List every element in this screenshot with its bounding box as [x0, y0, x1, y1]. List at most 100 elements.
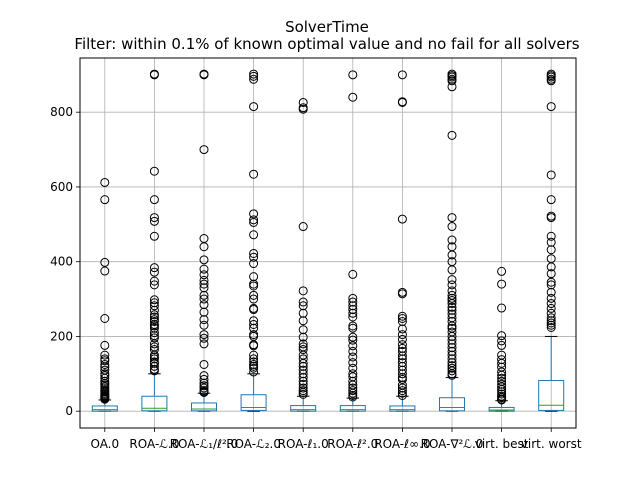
outlier-point: [100, 394, 110, 404]
outlier-point: [447, 331, 457, 341]
outlier-point: [298, 389, 308, 399]
outlier-point: [298, 383, 308, 393]
outlier-point: [397, 388, 407, 398]
outlier-point: [199, 275, 209, 285]
y-tick-label: 800: [50, 105, 73, 119]
outlier-point: [100, 356, 110, 366]
box-plot-8: [488, 266, 515, 412]
outlier-point: [348, 305, 358, 315]
x-tick-label: ROA-ℓ∞.0: [374, 437, 430, 451]
box-iqr: [141, 395, 168, 412]
outlier-point: [447, 335, 457, 345]
outlier-point: [199, 320, 209, 330]
y-tick-label: 400: [50, 255, 73, 269]
outlier-point: [546, 322, 556, 332]
outlier-point: [397, 330, 407, 340]
outlier-point: [199, 255, 209, 265]
outlier-point: [348, 332, 358, 342]
outlier-point: [397, 354, 407, 364]
outlier-point: [348, 308, 358, 318]
outlier-point: [100, 340, 110, 350]
outlier-point: [397, 313, 407, 323]
box-iqr: [389, 405, 416, 412]
outlier-point: [149, 312, 159, 322]
outlier-point: [100, 376, 110, 386]
outlier-point: [348, 297, 358, 307]
outlier-point: [149, 166, 159, 176]
outlier-point: [199, 333, 209, 343]
outlier-point: [348, 70, 358, 80]
box-iqr: [191, 402, 217, 412]
outlier-point: [546, 213, 556, 223]
outlier-point: [249, 350, 259, 360]
outlier-point: [149, 216, 159, 226]
outlier-point: [149, 316, 159, 326]
y-tick-label: 0: [65, 404, 73, 418]
outlier-point: [298, 365, 308, 375]
outlier-point: [397, 386, 407, 396]
outlier-point: [497, 379, 507, 389]
outlier-point: [249, 294, 259, 304]
outlier-point: [546, 277, 556, 287]
outlier-point: [348, 363, 358, 373]
box-plot-2: [191, 69, 217, 412]
outlier-point: [298, 373, 308, 383]
outlier-point: [249, 74, 259, 84]
outlier-point: [397, 358, 407, 368]
box-plot-6: [389, 70, 416, 412]
outlier-point: [199, 290, 209, 300]
outlier-point: [149, 298, 159, 308]
outlier-point: [348, 346, 358, 356]
outlier-point: [546, 170, 556, 180]
outlier-point: [447, 363, 457, 373]
outlier-point: [100, 266, 110, 276]
outlier-point: [546, 308, 556, 318]
outlier-point: [348, 301, 358, 311]
outlier-point: [249, 71, 259, 81]
outlier-point: [546, 303, 556, 313]
outlier-point: [447, 354, 457, 364]
outlier-point: [100, 177, 110, 187]
outlier-point: [546, 293, 556, 303]
outlier-point: [249, 215, 259, 225]
outlier-point: [348, 392, 358, 402]
outlier-point: [447, 222, 457, 232]
outlier-point: [298, 332, 308, 342]
outlier-point: [497, 358, 507, 368]
box-plot-4: [290, 97, 317, 412]
outlier-point: [298, 358, 308, 368]
outlier-point: [497, 336, 507, 346]
outlier-point: [149, 361, 159, 371]
outlier-point: [546, 231, 556, 241]
outlier-point: [199, 300, 209, 310]
outlier-point: [149, 267, 159, 277]
outlier-point: [497, 367, 507, 377]
outlier-point: [546, 102, 556, 112]
outlier-point: [149, 333, 159, 343]
outlier-point: [348, 293, 358, 303]
outlier-point: [348, 388, 358, 398]
outlier-point: [348, 352, 358, 362]
outlier-point: [249, 230, 259, 240]
outlier-point: [447, 366, 457, 376]
outlier-point: [199, 70, 209, 80]
outlier-point: [397, 334, 407, 344]
outlier-point: [348, 383, 358, 393]
x-tick-label: ROA-ℒ₁/ℓ².0: [170, 437, 239, 451]
outlier-point: [149, 263, 159, 273]
outlier-point: [546, 195, 556, 205]
outlier-point: [447, 309, 457, 319]
outlier-point: [447, 72, 457, 82]
outlier-point: [249, 319, 259, 329]
outlier-point: [447, 82, 457, 92]
outlier-point: [149, 213, 159, 223]
outlier-point: [298, 361, 308, 371]
outlier-point: [199, 242, 209, 252]
outlier-point: [149, 310, 159, 320]
box-iqr: [538, 380, 565, 411]
outlier-point: [149, 328, 159, 338]
outlier-point: [447, 293, 457, 303]
outlier-point: [199, 387, 209, 397]
outlier-point: [199, 294, 209, 304]
